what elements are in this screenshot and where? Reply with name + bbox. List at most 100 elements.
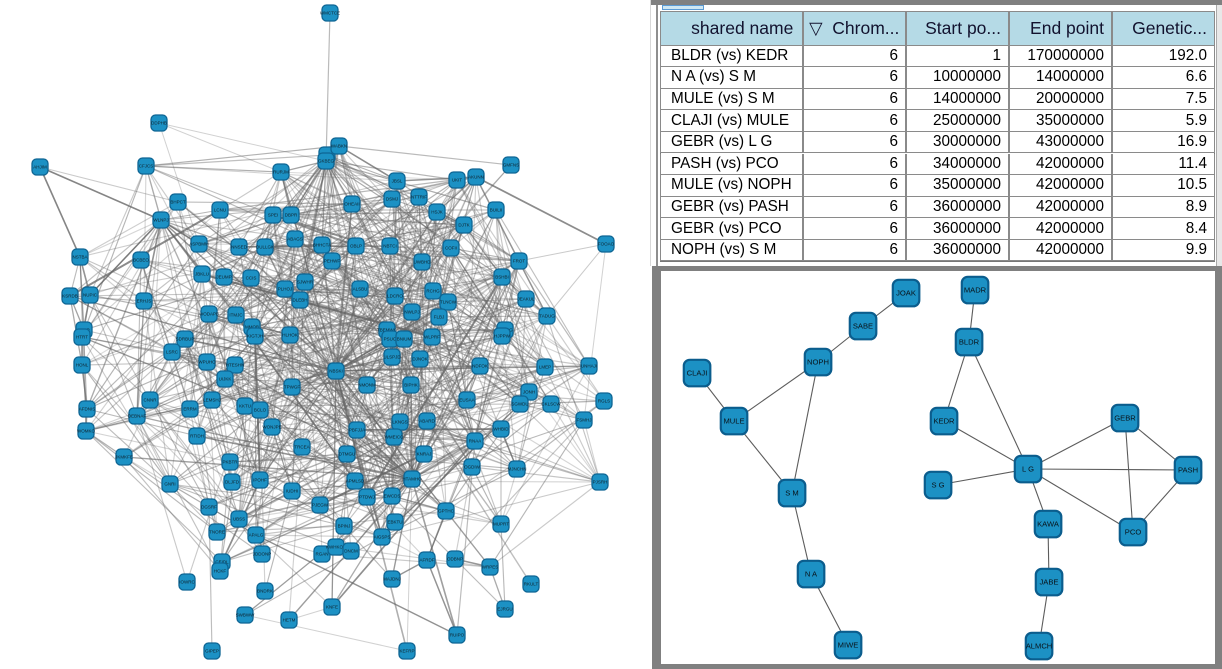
svg-text:GPTHC: GPTHC (438, 509, 455, 514)
svg-text:AFDNIS: AFDNIS (79, 407, 96, 412)
svg-text:FSMHJ: FSMHJ (577, 418, 592, 423)
svg-text:APALG: APALG (249, 533, 264, 538)
svg-text:WLPRF: WLPRF (424, 335, 440, 340)
svg-text:LEMSHJ: LEMSHJ (203, 398, 221, 403)
svg-text:LCNU: LCNU (214, 208, 226, 213)
svg-text:HTAMHO: HTAMHO (402, 477, 422, 482)
svg-text:PJEGW: PJEGW (312, 503, 329, 508)
svg-text:LMEP: LMEP (539, 365, 551, 370)
svg-text:MMOB: MMOB (245, 325, 259, 330)
svg-text:TNORE: TNORE (209, 530, 225, 535)
svg-text:UBSS: UBSS (233, 517, 245, 522)
svg-text:ABARD: ABARD (419, 419, 435, 424)
svg-text:GMFNS: GMFNS (503, 163, 519, 168)
svg-text:ASPBMM: ASPBMM (189, 242, 209, 247)
svg-text:TADUG: TADUG (539, 314, 555, 319)
svg-text:FOOAO: FOOAO (598, 242, 615, 247)
svg-text:RKULT: RKULT (524, 582, 539, 587)
svg-text:WLNPJ: WLNPJ (153, 218, 168, 223)
svg-text:GEBR: GEBR (1114, 414, 1136, 423)
svg-text:OGDIW: OGDIW (464, 465, 481, 470)
svg-text:AHJIM: AHJIM (33, 165, 47, 170)
svg-text:BCLO: BCLO (254, 408, 267, 413)
svg-text:UKIT: UKIT (452, 178, 463, 183)
svg-text:ERHJS: ERHJS (137, 299, 152, 304)
svg-text:FLBJ: FLBJ (434, 315, 445, 320)
svg-text:GIPEP: GIPEP (205, 649, 219, 654)
svg-text:TPWGF: TPWGF (284, 385, 300, 390)
svg-text:EWCDS: EWCDS (384, 494, 401, 499)
svg-text:PBFJJA: PBFJJA (349, 428, 365, 433)
svg-text:BNIUM: BNIUM (397, 337, 412, 342)
svg-text:CLAJI: CLAJI (687, 369, 708, 378)
svg-text:EUSAA: EUSAA (459, 398, 474, 403)
svg-text:SDRBUP: SDRBUP (176, 337, 195, 342)
svg-text:NMONM: NMONM (358, 383, 376, 388)
svg-text:BIPHK: BIPHK (404, 383, 418, 388)
svg-text:DULLGK: DULLGK (256, 245, 274, 250)
svg-text:BNDRK: BNDRK (257, 589, 273, 594)
svg-text:OHEAII: OHEAII (344, 202, 359, 207)
svg-text:AFRDF: AFRDF (420, 558, 435, 563)
svg-text:WPUHO: WPUHO (198, 360, 216, 365)
svg-text:ERRM: ERRM (183, 407, 197, 412)
svg-text:HTRT: HTRT (76, 335, 88, 340)
svg-text:WOMKO: WOMKO (77, 429, 95, 434)
svg-text:WMCTCE: WMCTCE (320, 11, 340, 16)
svg-text:PSUG: PSUG (384, 337, 397, 342)
svg-text:SPEI: SPEI (268, 213, 278, 218)
svg-text:DTMGU: DTMGU (339, 452, 356, 457)
svg-text:RGAN: RGAN (315, 552, 328, 557)
svg-text:PJSRH: PJSRH (593, 480, 608, 485)
svg-text:PLHOJ: PLHOJ (278, 287, 293, 292)
svg-text:UIJKK: UIJKK (219, 377, 232, 382)
svg-text:DDPHB: DDPHB (151, 121, 167, 126)
svg-text:JBSL: JBSL (392, 179, 403, 184)
svg-text:ABAGS: ABAGS (287, 237, 303, 242)
svg-text:DEBNAF: DEBNAF (128, 414, 147, 419)
svg-text:TBEMWC: TBEMWC (377, 328, 398, 333)
svg-text:PKBTR: PKBTR (222, 460, 238, 465)
svg-text:WABKN: WABKN (331, 144, 347, 149)
svg-text:RUIPO: RUIPO (450, 633, 465, 638)
svg-text:LKNGS: LKNGS (392, 420, 407, 425)
svg-text:HSJK: HSJK (431, 210, 443, 215)
svg-text:L G: L G (1022, 465, 1034, 474)
svg-text:FROT: FROT (513, 259, 525, 264)
svg-text:OBLP: OBLP (350, 244, 362, 249)
svg-text:IUDHI: IUDHI (286, 489, 298, 494)
svg-text:APMLSD: APMLSD (346, 479, 365, 484)
svg-text:S M: S M (785, 489, 799, 498)
svg-text:KSRDB: KSRDB (62, 294, 78, 299)
svg-text:RTIDH: RTIDH (190, 434, 204, 439)
svg-text:KEDR: KEDR (933, 417, 955, 426)
svg-text:WMEICC: WMEICC (385, 435, 404, 440)
svg-text:CCIS: CCIS (246, 276, 257, 281)
svg-text:GKBEG: GKBEG (318, 159, 335, 164)
svg-text:KNFE: KNFE (326, 605, 338, 610)
svg-text:ULSPJD: ULSPJD (383, 355, 401, 360)
svg-text:CEIDL: CEIDL (215, 560, 229, 565)
svg-text:COFII: COFII (445, 246, 457, 251)
svg-text:LDCRO: LDCRO (387, 294, 403, 299)
svg-text:GNRI: GNRI (164, 482, 175, 487)
svg-text:HCKF: HCKF (214, 569, 227, 574)
svg-text:AKUNN: AKUNN (468, 175, 484, 180)
svg-text:WODAPB: WODAPB (199, 312, 219, 317)
svg-text:SABE: SABE (853, 322, 873, 331)
svg-text:ALSBU: ALSBU (353, 287, 368, 292)
svg-text:WHBID: WHBID (494, 427, 510, 432)
svg-text:JOAK: JOAK (896, 289, 916, 298)
svg-text:JONH: JONH (523, 390, 535, 395)
svg-text:IPOHF: IPOHF (253, 478, 267, 483)
svg-text:NOPH: NOPH (807, 358, 829, 367)
svg-text:PEHWF: PEHWF (324, 259, 341, 264)
svg-text:RURJM: RURJM (273, 170, 289, 175)
svg-text:ODBNP: ODBNP (447, 557, 463, 562)
svg-text:RNAA: RNAA (469, 439, 482, 444)
svg-text:DJTK: DJTK (458, 223, 469, 228)
svg-text:DGSRF: DGSRF (201, 505, 217, 510)
svg-text:BHHCTA: BHHCTA (313, 243, 331, 248)
svg-text:KAWA: KAWA (1037, 520, 1060, 529)
svg-text:MUPRT: MUPRT (493, 522, 509, 527)
